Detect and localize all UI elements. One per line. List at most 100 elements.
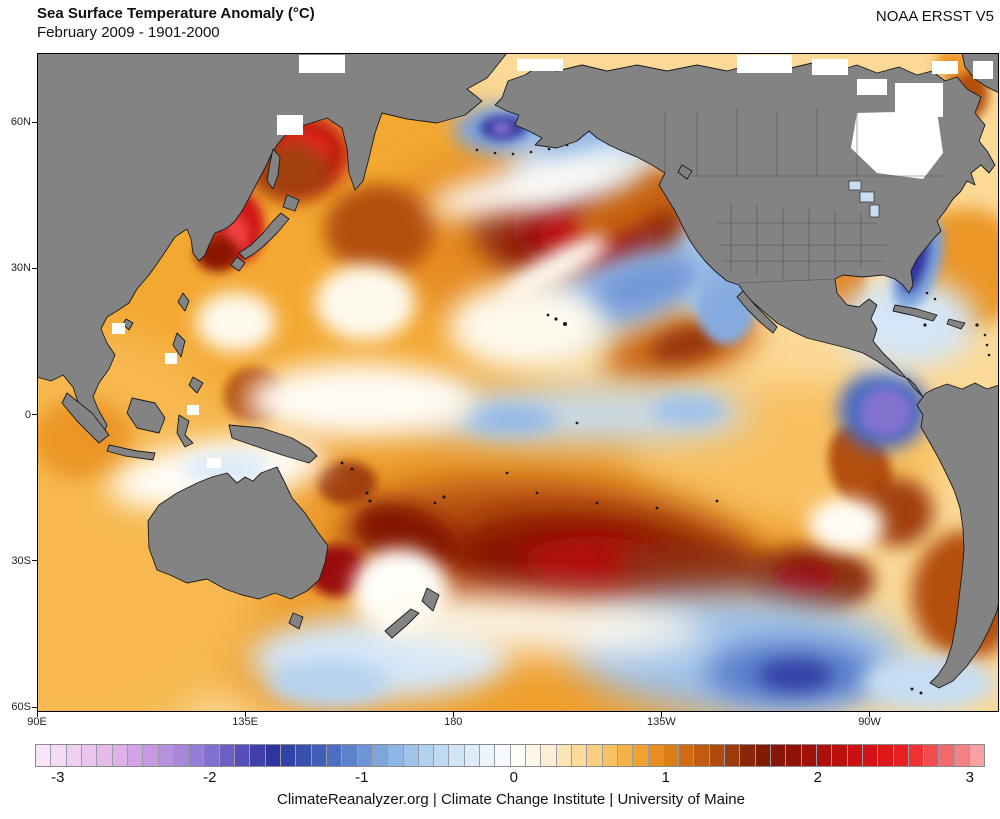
anomaly-east-pacific-itcz-warm-core bbox=[649, 324, 724, 364]
colorbar-tick-3: 3 bbox=[965, 769, 974, 786]
colorbar-cell bbox=[480, 745, 496, 766]
anomaly-kuroshio-extension-warm bbox=[324, 184, 435, 275]
colorbar-cell bbox=[510, 745, 526, 766]
colorbar-tick-2: 2 bbox=[813, 769, 822, 786]
lat-tick-mark bbox=[32, 706, 37, 708]
colorbar-cell bbox=[403, 745, 419, 766]
sakhalin-island bbox=[266, 148, 281, 190]
sumatra-island bbox=[61, 392, 110, 444]
colorbar-cell bbox=[801, 745, 817, 766]
state-province-borders bbox=[664, 108, 942, 284]
anomaly-equatorial-cool-east bbox=[651, 394, 728, 425]
anomaly-sumatra-warm bbox=[37, 399, 134, 480]
anomaly-equatorial-cool-west bbox=[460, 403, 557, 436]
lon-tick-mark bbox=[869, 712, 870, 717]
sst-anomaly-field bbox=[37, 53, 999, 712]
lon-tick-label-135E: 135E bbox=[232, 716, 258, 728]
colorbar-cell bbox=[924, 745, 940, 766]
no-data-patches bbox=[112, 55, 993, 468]
colorbar-cell bbox=[204, 745, 220, 766]
colorbar-cell bbox=[173, 745, 190, 766]
java-island bbox=[106, 444, 156, 461]
cuba-island bbox=[892, 304, 938, 322]
colorbar-cell bbox=[81, 745, 98, 766]
mindanao-island bbox=[188, 376, 204, 394]
map-border bbox=[37, 53, 999, 712]
colorbar-cell bbox=[847, 745, 863, 766]
page-subtitle: February 2009 - 1901-2000 bbox=[37, 24, 220, 41]
colorbar bbox=[35, 744, 985, 767]
colorbar-cell bbox=[235, 745, 251, 766]
colorbar-cell bbox=[526, 745, 542, 766]
lon-tick-label-90E: 90E bbox=[27, 716, 47, 728]
colorbar-cell bbox=[771, 745, 787, 766]
taiwan-island bbox=[177, 292, 190, 312]
lat-tick-label-30S: 30S bbox=[11, 554, 31, 567]
colorbar-cell bbox=[372, 745, 389, 766]
colorbar-cell bbox=[495, 745, 511, 766]
colorbar-cell bbox=[587, 745, 603, 766]
dataset-label: NOAA ERSST V5 bbox=[875, 8, 994, 25]
great-lakes bbox=[848, 180, 880, 218]
colorbar-cell bbox=[265, 745, 281, 766]
anomaly-peru-offshore-neutral bbox=[808, 498, 885, 551]
hispaniola-island bbox=[946, 318, 966, 330]
kyushu-island bbox=[230, 256, 246, 272]
lon-tick-mark bbox=[244, 712, 246, 717]
colorbar-tick--2: -2 bbox=[203, 769, 217, 786]
colorbar-cell bbox=[112, 745, 128, 766]
colorbar-cell bbox=[296, 745, 312, 766]
colorbar-cell bbox=[602, 745, 618, 766]
anomaly-nw-pacific-neutral-patch bbox=[315, 264, 416, 341]
lat-tick-mark bbox=[32, 121, 37, 123]
small-island-dots bbox=[340, 143, 991, 695]
anomaly-bering-sea-cool-inner bbox=[491, 122, 512, 135]
colorbar-tick--1: -1 bbox=[355, 769, 369, 786]
anomaly-southeast-pacific-warm-blob-core bbox=[774, 561, 835, 594]
colorbar-tick-0: 0 bbox=[509, 769, 518, 786]
lat-tick-label-60N: 60N bbox=[10, 116, 31, 129]
colorbar-cell bbox=[36, 745, 52, 766]
colorbar-cell bbox=[281, 745, 297, 766]
hudson-bay-patch bbox=[851, 111, 943, 179]
hainan-island bbox=[122, 318, 134, 331]
colorbar-cell bbox=[663, 745, 680, 766]
lat-tick-label-0: 0 bbox=[24, 408, 31, 421]
colorbar-cell bbox=[694, 745, 710, 766]
colorbar-cell bbox=[127, 745, 144, 766]
colorbar-cell bbox=[709, 745, 726, 766]
colorbar-cell bbox=[939, 745, 955, 766]
colorbar-cell bbox=[816, 745, 833, 766]
colorbar-cell bbox=[449, 745, 465, 766]
credit-footer: ClimateReanalyzer.org | Climate Change I… bbox=[277, 791, 745, 808]
colorbar-cell bbox=[143, 745, 159, 766]
nz-north-island bbox=[421, 587, 440, 612]
colorbar-cell bbox=[648, 745, 664, 766]
colorbar-cell bbox=[755, 745, 771, 766]
asia-landmass bbox=[37, 53, 508, 442]
lon-tick-mark bbox=[660, 712, 662, 717]
anomaly-south-tasman-cool bbox=[268, 658, 389, 707]
colorbar-cell bbox=[633, 745, 649, 766]
sulawesi-island bbox=[176, 414, 194, 448]
map-panel bbox=[37, 53, 999, 712]
lon-tick-mark bbox=[36, 712, 38, 717]
anomaly-south-pacific-warm-ridge-east bbox=[613, 539, 774, 597]
anomaly-southern-ocean-cool-inner bbox=[757, 659, 834, 692]
anomaly-south-pacific-neutral-band bbox=[366, 594, 707, 654]
colorbar-cell bbox=[388, 745, 404, 766]
colorbar-cell bbox=[862, 745, 879, 766]
hokkaido-island bbox=[282, 194, 300, 212]
colorbar-cell bbox=[434, 745, 450, 766]
new-guinea-island bbox=[228, 424, 318, 464]
anomaly-coral-sea-warm bbox=[316, 460, 377, 505]
australia-landmass bbox=[147, 466, 329, 600]
anomaly-hawaii-west-neutral bbox=[447, 281, 608, 372]
anomaly-timor-cool-patch bbox=[181, 452, 272, 485]
south-america-landmass bbox=[916, 382, 999, 689]
nz-south-island bbox=[384, 608, 420, 639]
colorbar-cell bbox=[832, 745, 848, 766]
colorbar-cell bbox=[250, 745, 266, 766]
colorbar-cell bbox=[189, 745, 205, 766]
